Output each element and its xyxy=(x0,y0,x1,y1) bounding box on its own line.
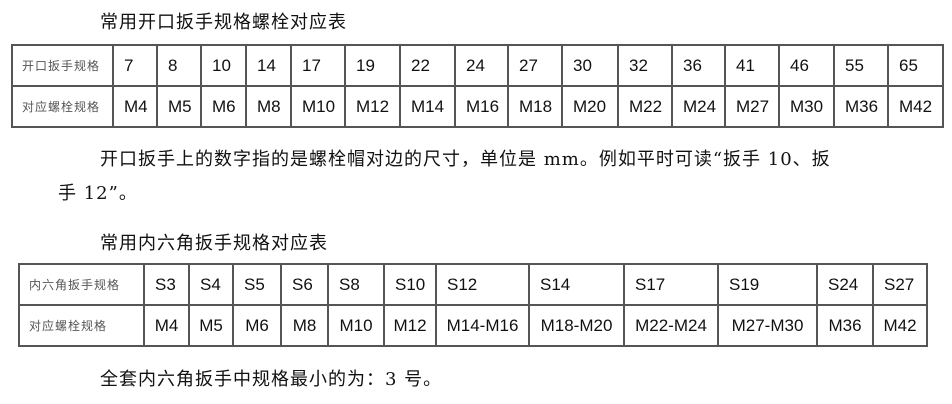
table-cell: 41 xyxy=(724,44,780,87)
table-cell: M42 xyxy=(887,85,944,128)
table-cell: M24 xyxy=(671,85,726,128)
paragraph-line-1: 开口扳手上的数字指的是螺栓帽对边的尺寸，单位是 mm。例如平时可读“扳手 10、… xyxy=(100,149,831,170)
table-cell: M4 xyxy=(112,85,158,128)
table-cell: 17 xyxy=(290,44,346,87)
table-cell: S14 xyxy=(528,263,625,306)
table-row-wrench-size: 开口扳手规格 7 8 10 14 17 19 22 24 27 30 32 36 41 46 55 65 xyxy=(11,44,944,87)
row-header: 对应螺栓规格 xyxy=(18,304,145,347)
table-cell: M5 xyxy=(156,85,202,128)
table-cell: 32 xyxy=(617,44,673,87)
table-cell: 22 xyxy=(399,44,456,87)
table-cell: M14-M16 xyxy=(435,304,530,347)
table-cell: M5 xyxy=(188,304,234,347)
table-cell: 19 xyxy=(344,44,401,87)
table-cell: M22-M24 xyxy=(623,304,719,347)
table-cell: 30 xyxy=(561,44,619,87)
table-cell: M42 xyxy=(872,304,928,347)
table-cell: S3 xyxy=(143,263,190,306)
table-cell: M16 xyxy=(454,85,509,128)
row-header: 对应螺栓规格 xyxy=(11,85,114,128)
table-cell: M36 xyxy=(833,85,889,128)
table-cell: M27-M30 xyxy=(717,304,818,347)
title-hex-wrench-table: 常用内六角扳手规格对应表 xyxy=(100,233,328,254)
table-cell: S24 xyxy=(816,263,874,306)
table-cell: M10 xyxy=(290,85,346,128)
table-cell: M6 xyxy=(232,304,282,347)
table-cell: S17 xyxy=(623,263,719,306)
table-cell: 10 xyxy=(200,44,247,87)
table-cell: S10 xyxy=(383,263,437,306)
table-row-bolt-size: 对应螺栓规格 M4 M5 M6 M8 M10 M12 M14 M16 M18 M20 M22 M24 M… xyxy=(11,85,944,128)
footer-line: 全套内六角扳手中规格最小的为：3 号。 xyxy=(100,369,443,390)
table-cell: 7 xyxy=(112,44,158,87)
table-cell: M30 xyxy=(778,85,835,128)
table-cell: 46 xyxy=(778,44,835,87)
paragraph-line-2: 手 12”。 xyxy=(58,183,138,204)
table-cell: S12 xyxy=(435,263,530,306)
table-cell: 27 xyxy=(507,44,563,87)
table-cell: M12 xyxy=(344,85,401,128)
row-header: 开口扳手规格 xyxy=(11,44,114,87)
table-cell: M8 xyxy=(245,85,292,128)
table-cell: 8 xyxy=(156,44,202,87)
table-cell: S19 xyxy=(717,263,818,306)
table-row-bolt-size: 对应螺栓规格 M4 M5 M6 M8 M10 M12 M14-M16 M18-M20 M22-M… xyxy=(18,304,928,347)
hex-wrench-table: 内六角扳手规格 S3 S4 S5 S6 S8 S10 S12 S14 S17 S19 S24 S27 … xyxy=(18,263,928,347)
open-wrench-table: 开口扳手规格 7 8 10 14 17 19 22 24 27 30 32 36 41 46 55 65 对应… xyxy=(11,44,944,128)
table-cell: M27 xyxy=(724,85,780,128)
table-cell: M10 xyxy=(327,304,385,347)
table-cell: M22 xyxy=(617,85,673,128)
table-cell: 14 xyxy=(245,44,292,87)
table-row-hex-size: 内六角扳手规格 S3 S4 S5 S6 S8 S10 S12 S14 S17 S19 S24 S27 xyxy=(18,263,928,306)
table-cell: S4 xyxy=(188,263,234,306)
table-cell: M4 xyxy=(143,304,190,347)
table-cell: M18 xyxy=(507,85,563,128)
row-header: 内六角扳手规格 xyxy=(18,263,145,306)
table-cell: M18-M20 xyxy=(528,304,625,347)
table-cell: S6 xyxy=(280,263,329,306)
table-cell: 65 xyxy=(887,44,944,87)
table-cell: M6 xyxy=(200,85,247,128)
table-cell: S8 xyxy=(327,263,385,306)
table-cell: S5 xyxy=(232,263,282,306)
table-cell: M20 xyxy=(561,85,619,128)
table-cell: M14 xyxy=(399,85,456,128)
table-cell: M8 xyxy=(280,304,329,347)
table-cell: M36 xyxy=(816,304,874,347)
table-cell: 36 xyxy=(671,44,726,87)
title-open-wrench-table: 常用开口扳手规格螺栓对应表 xyxy=(100,12,347,33)
table-cell: M12 xyxy=(383,304,437,347)
table-cell: S27 xyxy=(872,263,928,306)
table-cell: 24 xyxy=(454,44,509,87)
table-cell: 55 xyxy=(833,44,889,87)
